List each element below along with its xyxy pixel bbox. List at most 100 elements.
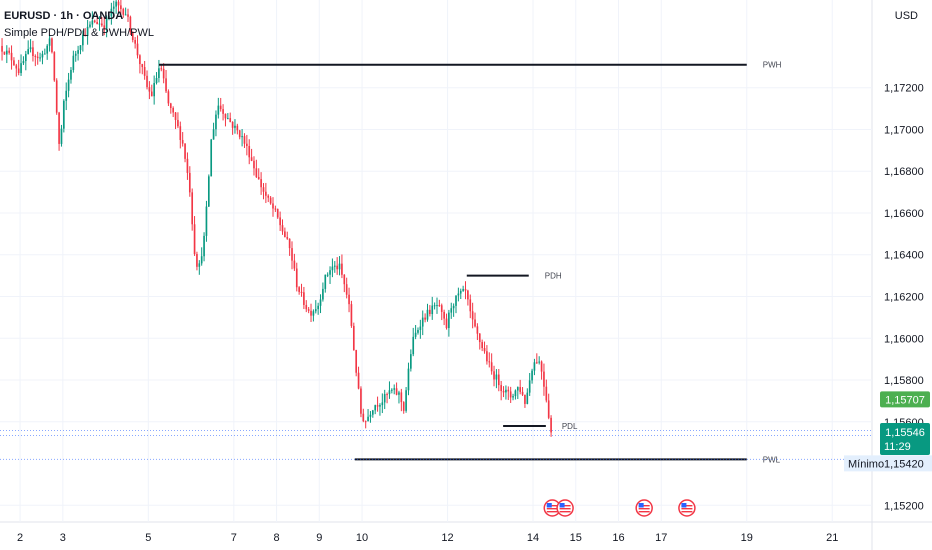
candle-body bbox=[5, 50, 8, 55]
candle-body bbox=[253, 160, 255, 169]
candle-body bbox=[431, 305, 434, 315]
candle-body bbox=[490, 362, 493, 372]
flag-stripe bbox=[559, 511, 571, 513]
candle-body bbox=[255, 168, 258, 177]
candle-body bbox=[493, 371, 495, 380]
y-tick-label: 1,16800 bbox=[884, 166, 924, 178]
symbol-title[interactable]: EURUSD · 1h · OANDA bbox=[4, 10, 124, 22]
candle-body bbox=[177, 119, 179, 127]
candle-body bbox=[165, 78, 167, 92]
candle-body bbox=[3, 51, 6, 55]
candle-body bbox=[448, 312, 450, 329]
candle-body bbox=[181, 139, 184, 144]
candle-body bbox=[172, 108, 175, 113]
candle-body bbox=[227, 118, 229, 120]
candle-body bbox=[535, 362, 538, 364]
candle-body bbox=[101, 23, 103, 26]
flag-stripe bbox=[546, 511, 558, 513]
candle-body bbox=[70, 69, 72, 80]
candle-body bbox=[438, 305, 441, 307]
candle-body bbox=[65, 90, 68, 101]
candle-body bbox=[331, 266, 334, 271]
candle-body bbox=[310, 310, 312, 316]
y-tick-label: 1,15200 bbox=[884, 500, 924, 512]
y-tick-label: 1,16200 bbox=[884, 291, 924, 303]
candle-body bbox=[186, 158, 189, 173]
candle-body bbox=[200, 256, 203, 264]
x-tick-label: 17 bbox=[655, 532, 667, 544]
candle-body bbox=[115, 1, 117, 7]
level-tag-value: 1,15707 bbox=[885, 394, 925, 406]
candle-body bbox=[179, 126, 182, 140]
flag-stripe bbox=[559, 508, 571, 510]
candle-body bbox=[250, 157, 253, 161]
candle-body bbox=[32, 47, 34, 57]
candle-body bbox=[531, 370, 533, 381]
candle-body bbox=[345, 284, 348, 295]
flag-stripe bbox=[638, 505, 650, 507]
y-tick-label: 1,15800 bbox=[884, 375, 924, 387]
y-tick-label: 1,16400 bbox=[884, 250, 924, 262]
candle-body bbox=[467, 290, 469, 300]
candles bbox=[1, 0, 552, 437]
level-label-pdl: PDL bbox=[562, 422, 578, 431]
candle-body bbox=[34, 56, 37, 58]
candle-body bbox=[348, 294, 350, 305]
candle-body bbox=[512, 396, 514, 398]
candle-body bbox=[241, 136, 243, 138]
candle-body bbox=[188, 172, 191, 193]
flag-stripe bbox=[681, 511, 693, 513]
candle-body bbox=[307, 309, 310, 311]
candle-body bbox=[400, 392, 403, 403]
candle-body bbox=[120, 5, 122, 10]
candle-body bbox=[105, 17, 108, 29]
candle-body bbox=[421, 317, 424, 327]
min-tag-value: 1,15420 bbox=[884, 458, 924, 470]
candle-body bbox=[39, 57, 41, 59]
candle-body bbox=[265, 191, 267, 196]
candle-body bbox=[481, 342, 483, 349]
candle-body bbox=[338, 263, 341, 270]
candle-body bbox=[521, 391, 524, 395]
candle-body bbox=[550, 417, 552, 433]
y-axis[interactable]: 1,17200 1,17000 1,16800 1,16600 1,16400 1,162… bbox=[844, 83, 932, 513]
candle-body bbox=[528, 380, 531, 393]
candle-body bbox=[174, 112, 177, 120]
candle-body bbox=[93, 20, 96, 22]
candle-body bbox=[284, 231, 286, 237]
candle-body bbox=[74, 53, 77, 56]
candle-body bbox=[329, 270, 331, 275]
candle-body bbox=[124, 14, 127, 16]
level-label-pdh: PDH bbox=[545, 272, 562, 281]
candle-body bbox=[443, 311, 445, 319]
candle-body bbox=[243, 136, 246, 144]
x-axis[interactable]: 2 3 5 7 8 9 10 12 14 15 16 17 19 21 bbox=[17, 532, 838, 544]
candle-body bbox=[298, 287, 300, 292]
candle-body bbox=[8, 50, 11, 53]
candle-body bbox=[196, 254, 198, 267]
candle-body bbox=[224, 113, 227, 119]
indicator-title[interactable]: Simple PDH/PDL & PWH/PWL bbox=[4, 27, 154, 39]
candle-body bbox=[53, 52, 56, 81]
currency-label[interactable]: USD bbox=[894, 10, 918, 22]
candle-body bbox=[545, 386, 548, 401]
candle-body bbox=[374, 405, 377, 411]
candle-body bbox=[538, 361, 541, 363]
candle-body bbox=[162, 68, 165, 79]
flag-stripe bbox=[546, 505, 558, 507]
candle-body bbox=[343, 274, 346, 285]
candle-body bbox=[500, 385, 502, 392]
candle-body bbox=[336, 265, 339, 270]
min-tag-box bbox=[844, 455, 932, 472]
candle-body bbox=[391, 389, 393, 391]
candle-body bbox=[543, 371, 545, 387]
x-tick-label: 16 bbox=[612, 532, 624, 544]
candle-body bbox=[540, 361, 543, 372]
x-tick-label: 5 bbox=[145, 532, 151, 544]
flag-canton bbox=[681, 503, 687, 508]
flag-canton bbox=[638, 503, 644, 508]
candle-body bbox=[514, 390, 517, 397]
candle-body bbox=[450, 308, 453, 313]
y-tick-label: 1,16000 bbox=[884, 333, 924, 345]
